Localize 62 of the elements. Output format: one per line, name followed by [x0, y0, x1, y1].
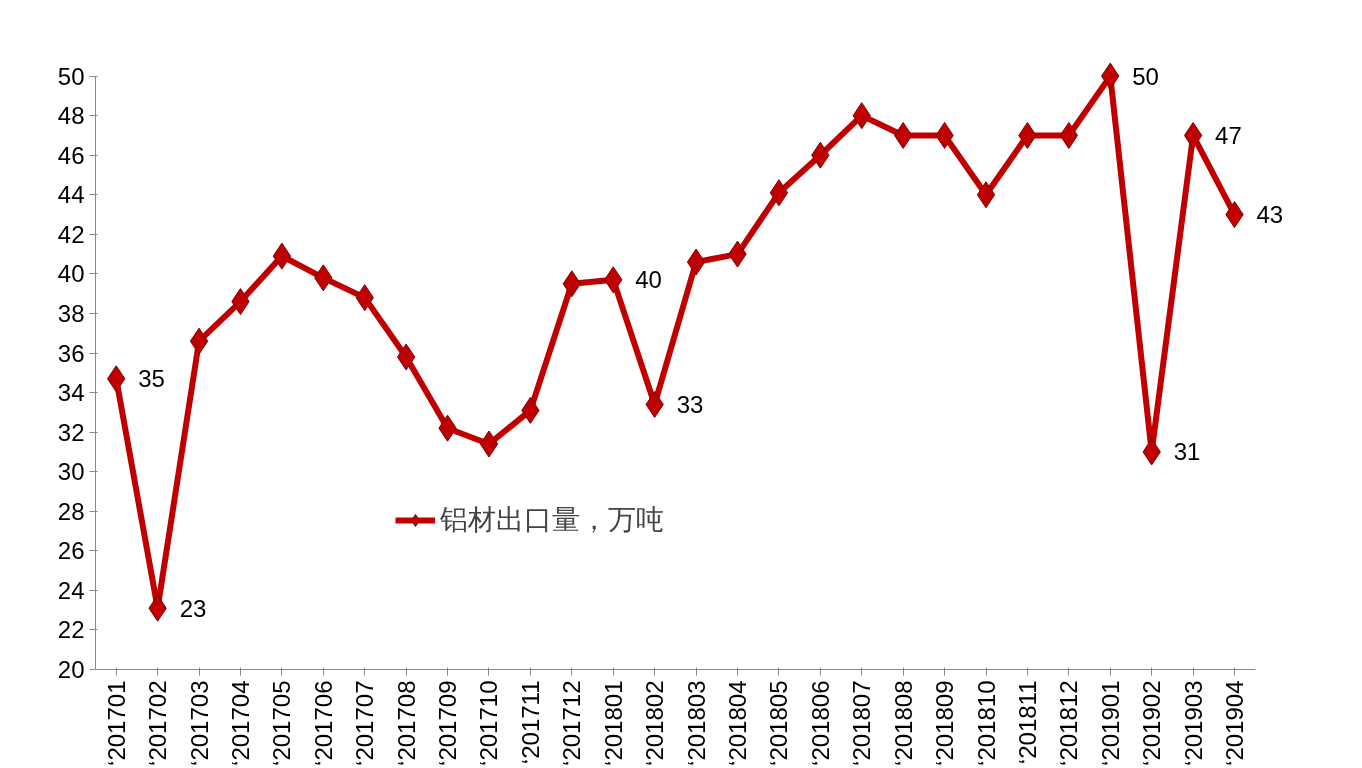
point — [769, 179, 789, 207]
data-label: 47 — [1215, 121, 1242, 149]
x-tick-label: ‘201903 — [1179, 680, 1207, 766]
y-tick-label: 44 — [57, 181, 85, 209]
x-tick-label: ‘201702 — [144, 680, 172, 766]
point — [686, 248, 706, 276]
x-tick-label: ‘201802 — [641, 680, 669, 766]
x-tick-label: ‘201707 — [351, 680, 379, 766]
x-tick-label: ‘201706 — [309, 680, 337, 766]
data-label: 33 — [676, 390, 704, 418]
data-label: 35 — [138, 365, 165, 393]
y-tick-label: 34 — [57, 379, 85, 407]
x-tick-label: ‘201812 — [1055, 680, 1083, 766]
point — [479, 430, 499, 458]
point — [976, 181, 996, 209]
x-tick-label: ‘201805 — [765, 680, 793, 766]
x-tick-label: ‘201806 — [806, 680, 834, 766]
x-tick-label: ‘201801 — [599, 680, 627, 766]
y-tick-label: 50 — [57, 62, 85, 90]
x-tick-label: ‘201704 — [226, 680, 254, 766]
x-tick-label: ‘201810 — [972, 680, 1000, 766]
data-label: 50 — [1132, 62, 1159, 90]
data-label: 23 — [179, 594, 207, 622]
x-tick-label: ‘201811 — [1013, 680, 1041, 765]
y-tick-label: 48 — [57, 102, 85, 130]
point — [1183, 121, 1203, 149]
y-tick-label: 22 — [57, 616, 85, 644]
y-tick-label: 42 — [57, 220, 85, 248]
point — [189, 327, 209, 355]
x-tick-label: ‘201904 — [1221, 680, 1249, 766]
y-tick-label: 24 — [57, 576, 85, 604]
y-tick-label: 38 — [57, 299, 85, 327]
data-label: 43 — [1256, 201, 1284, 229]
x-tick-label: ‘201705 — [268, 680, 296, 766]
x-tick-label: ‘201808 — [889, 680, 917, 766]
x-tick-label: ‘201712 — [558, 680, 586, 766]
point — [396, 343, 416, 371]
legend-label: 铝材出口量，万吨 — [440, 503, 664, 537]
x-tick-label: ‘201710 — [475, 680, 503, 766]
x-tick-label: ‘201709 — [434, 680, 462, 766]
y-tick-label: 32 — [57, 418, 85, 446]
x-tick-label: ‘201803 — [682, 680, 710, 766]
data-label: 40 — [635, 266, 662, 294]
x-tick-label: ‘201703 — [185, 680, 213, 766]
x-tick-label: ‘201701 — [102, 680, 130, 766]
y-tick-label: 28 — [57, 497, 85, 525]
x-tick-label: ‘201902 — [1138, 680, 1166, 766]
y-tick-label: 20 — [57, 656, 85, 683]
x-tick-label: ‘201708 — [392, 680, 420, 766]
point — [272, 242, 292, 270]
y-tick-label: 40 — [57, 260, 85, 288]
x-tick-label: ‘201711 — [516, 680, 544, 765]
y-tick-label: 36 — [57, 339, 85, 367]
point — [1059, 121, 1079, 149]
x-tick-label: ‘201809 — [931, 680, 959, 766]
data-label: 31 — [1173, 438, 1201, 466]
y-tick-label: 46 — [57, 141, 85, 169]
x-tick-label: ‘201804 — [723, 680, 751, 766]
x-tick-label: ‘201901 — [1096, 680, 1124, 766]
y-tick-label: 26 — [57, 537, 85, 565]
y-tick-label: 30 — [57, 458, 85, 486]
x-tick-label: ‘201807 — [848, 680, 876, 766]
